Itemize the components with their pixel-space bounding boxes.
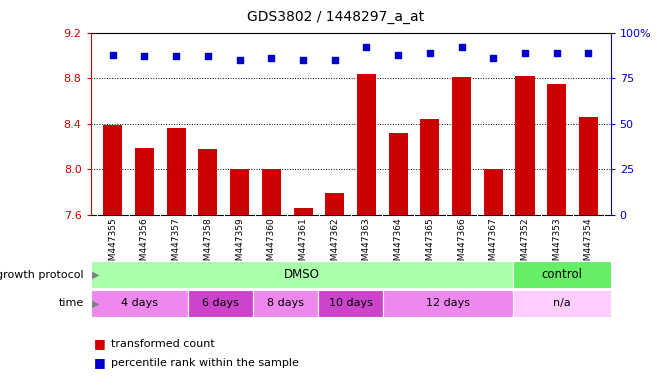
Text: DMSO: DMSO [284, 268, 320, 281]
Text: GSM447362: GSM447362 [330, 217, 340, 272]
Text: GSM447358: GSM447358 [203, 217, 213, 272]
Bar [357, 74, 376, 215]
FancyBboxPatch shape [513, 261, 611, 288]
Point [171, 53, 182, 60]
Text: GSM447353: GSM447353 [552, 217, 561, 272]
Text: GSM447359: GSM447359 [235, 217, 244, 272]
Text: growth protocol: growth protocol [0, 270, 84, 280]
Bar [293, 208, 313, 215]
Point [583, 50, 594, 56]
Text: GSM447352: GSM447352 [521, 217, 529, 272]
Text: ▶: ▶ [92, 270, 99, 280]
Text: GSM447360: GSM447360 [267, 217, 276, 272]
Point [329, 57, 340, 63]
Text: GSM447356: GSM447356 [140, 217, 149, 272]
Bar [199, 149, 217, 215]
Text: percentile rank within the sample: percentile rank within the sample [111, 358, 299, 368]
Bar [103, 125, 122, 215]
Bar [230, 169, 249, 215]
Point [519, 50, 530, 56]
Point [107, 51, 118, 58]
Text: transformed count: transformed count [111, 339, 215, 349]
Bar [420, 119, 440, 215]
Text: 6 days: 6 days [202, 298, 239, 308]
Text: GSM447364: GSM447364 [394, 217, 403, 272]
Point [298, 57, 309, 63]
Text: GSM447361: GSM447361 [299, 217, 307, 272]
Text: ■: ■ [94, 337, 106, 350]
Point [393, 51, 403, 58]
FancyBboxPatch shape [188, 290, 253, 317]
Text: 12 days: 12 days [426, 298, 470, 308]
Point [234, 57, 245, 63]
Point [203, 53, 213, 60]
Text: GDS3802 / 1448297_a_at: GDS3802 / 1448297_a_at [247, 10, 424, 23]
Text: GSM447355: GSM447355 [108, 217, 117, 272]
Text: GSM447366: GSM447366 [457, 217, 466, 272]
Point [361, 44, 372, 50]
FancyBboxPatch shape [91, 261, 513, 288]
Text: n/a: n/a [553, 298, 571, 308]
Text: ■: ■ [94, 356, 106, 369]
Bar [262, 169, 281, 215]
Text: control: control [541, 268, 582, 281]
Text: 4 days: 4 days [121, 298, 158, 308]
Point [425, 50, 435, 56]
Text: GSM447354: GSM447354 [584, 217, 593, 272]
FancyBboxPatch shape [513, 290, 611, 317]
Bar [452, 77, 471, 215]
Bar [389, 133, 408, 215]
Text: GSM447365: GSM447365 [425, 217, 434, 272]
Point [552, 50, 562, 56]
FancyBboxPatch shape [91, 290, 188, 317]
Bar [515, 76, 535, 215]
Text: GSM447363: GSM447363 [362, 217, 371, 272]
Bar [166, 128, 186, 215]
Bar [547, 84, 566, 215]
Text: 10 days: 10 days [329, 298, 372, 308]
Text: ▶: ▶ [92, 298, 99, 308]
Bar [484, 169, 503, 215]
FancyBboxPatch shape [383, 290, 513, 317]
Text: GSM447367: GSM447367 [488, 217, 498, 272]
Text: 8 days: 8 days [267, 298, 304, 308]
Point [266, 55, 276, 61]
FancyBboxPatch shape [318, 290, 383, 317]
Bar [135, 148, 154, 215]
Text: GSM447357: GSM447357 [172, 217, 180, 272]
FancyBboxPatch shape [253, 290, 318, 317]
Point [139, 53, 150, 60]
Bar [579, 117, 598, 215]
Text: time: time [58, 298, 84, 308]
Bar [325, 194, 344, 215]
Point [488, 55, 499, 61]
Point [456, 44, 467, 50]
